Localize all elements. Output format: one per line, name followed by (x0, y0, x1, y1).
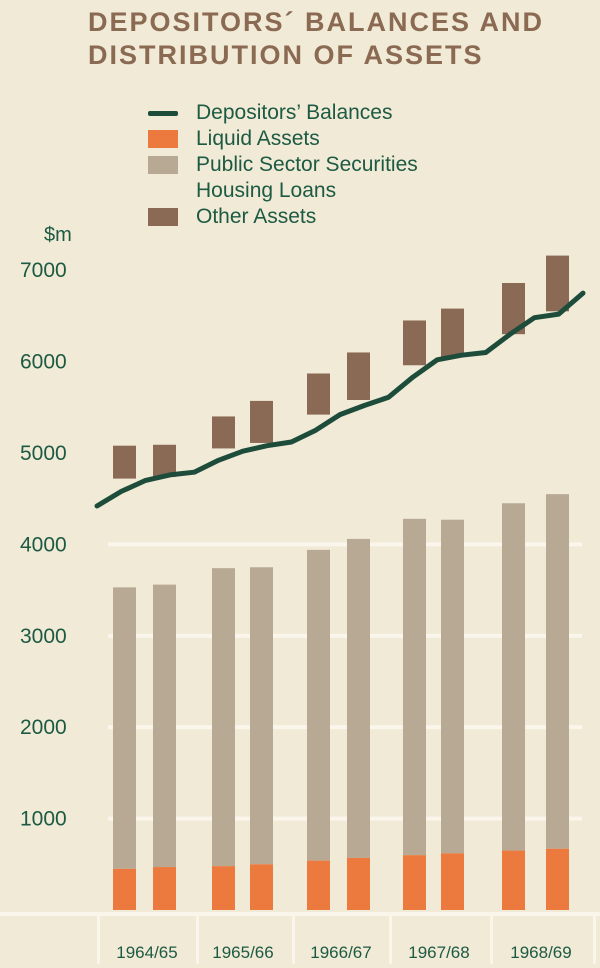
bar-public-sector-9 (502, 503, 525, 851)
bar-public-sector-7 (403, 518, 426, 856)
legend-swatch-liquid-assets (148, 130, 178, 148)
group-separator-0 (97, 916, 100, 964)
y-tick-label-6000: 6000 (20, 351, 67, 374)
legend-label-liquid-assets: Liquid Assets (196, 127, 320, 150)
bar-other-assets-4 (250, 400, 273, 443)
gridline-2000 (108, 725, 582, 730)
bar-public-sector-1 (113, 587, 136, 869)
y-axis-unit-label: $m (44, 224, 72, 246)
bar-liquid-assets-8 (441, 853, 464, 910)
x-group-label-4: 1967/68 (408, 943, 469, 962)
bar-other-assets-7 (403, 320, 426, 366)
y-tick-label-1000: 1000 (20, 808, 67, 831)
gridline-4000 (108, 542, 582, 547)
bar-public-sector-8 (441, 519, 464, 854)
group-separator-2 (292, 916, 295, 964)
bar-public-sector-3 (212, 568, 235, 867)
bar-liquid-assets-3 (212, 866, 235, 910)
legend-item-housing-loans: Housing Loans (148, 178, 418, 204)
bar-other-assets-3 (212, 416, 235, 449)
group-separator-1 (196, 916, 199, 964)
group-separator-3 (389, 916, 392, 964)
legend-label-depositors-balances: Depositors’ Balances (196, 101, 393, 124)
x-group-label-5: 1968/69 (510, 943, 571, 962)
chart-title: DEPOSITORS´ BALANCES AND DISTRIBUTION OF… (88, 6, 593, 72)
bar-other-assets-1 (113, 445, 136, 479)
bar-liquid-assets-10 (546, 848, 569, 910)
x-group-label-3: 1966/67 (310, 943, 371, 962)
group-separator-5 (593, 916, 596, 964)
gridline-1000 (108, 816, 582, 821)
y-tick-label-5000: 5000 (20, 442, 67, 465)
x-group-label-1: 1964/65 (116, 943, 177, 962)
bar-public-sector-6 (347, 538, 370, 858)
y-tick-label-4000: 4000 (20, 533, 67, 556)
bar-public-sector-5 (307, 549, 330, 861)
group-separator-4 (490, 916, 493, 964)
x-group-label-2: 1965/66 (212, 943, 273, 962)
depositors-balances-line (94, 290, 586, 509)
bar-liquid-assets-7 (403, 855, 426, 910)
bar-liquid-assets-6 (347, 857, 370, 910)
legend-swatch-depositors-balances (148, 111, 178, 116)
bar-public-sector-10 (546, 494, 569, 849)
legend-swatch-public-sector-securities (148, 156, 178, 174)
bar-other-assets-5 (307, 373, 330, 415)
legend-item-depositors-balances: Depositors’ Balances (148, 100, 418, 126)
chart-title-line-1: DEPOSITORS´ BALANCES AND (88, 7, 545, 37)
bar-liquid-assets-9 (502, 850, 525, 910)
legend: Depositors’ Balances Liquid Assets Publi… (148, 100, 418, 230)
legend-label-public-sector-securities: Public Sector Securities (196, 153, 418, 176)
legend-item-liquid-assets: Liquid Assets (148, 126, 418, 152)
y-tick-label-2000: 2000 (20, 716, 67, 739)
bar-other-assets-10 (546, 255, 569, 312)
chart-title-line-2: DISTRIBUTION OF ASSETS (88, 40, 484, 70)
bar-liquid-assets-4 (250, 864, 273, 910)
legend-swatch-other-assets (148, 208, 178, 226)
legend-item-other-assets: Other Assets (148, 204, 418, 230)
baseline (0, 912, 600, 916)
bar-other-assets-9 (502, 282, 525, 335)
bar-liquid-assets-2 (153, 867, 176, 910)
bar-other-assets-8 (441, 308, 464, 358)
y-tick-label-3000: 3000 (20, 625, 67, 648)
bar-public-sector-4 (250, 567, 273, 865)
legend-label-other-assets: Other Assets (196, 205, 317, 228)
bar-liquid-assets-1 (113, 868, 136, 910)
y-tick-label-7000: 7000 (20, 259, 67, 282)
gridline-3000 (108, 633, 582, 638)
legend-item-public-sector-securities: Public Sector Securities (148, 152, 418, 178)
legend-label-housing-loans: Housing Loans (196, 179, 337, 202)
bar-public-sector-2 (153, 584, 176, 868)
bar-other-assets-6 (347, 352, 370, 400)
bar-other-assets-2 (153, 444, 176, 477)
bar-liquid-assets-5 (307, 860, 330, 910)
